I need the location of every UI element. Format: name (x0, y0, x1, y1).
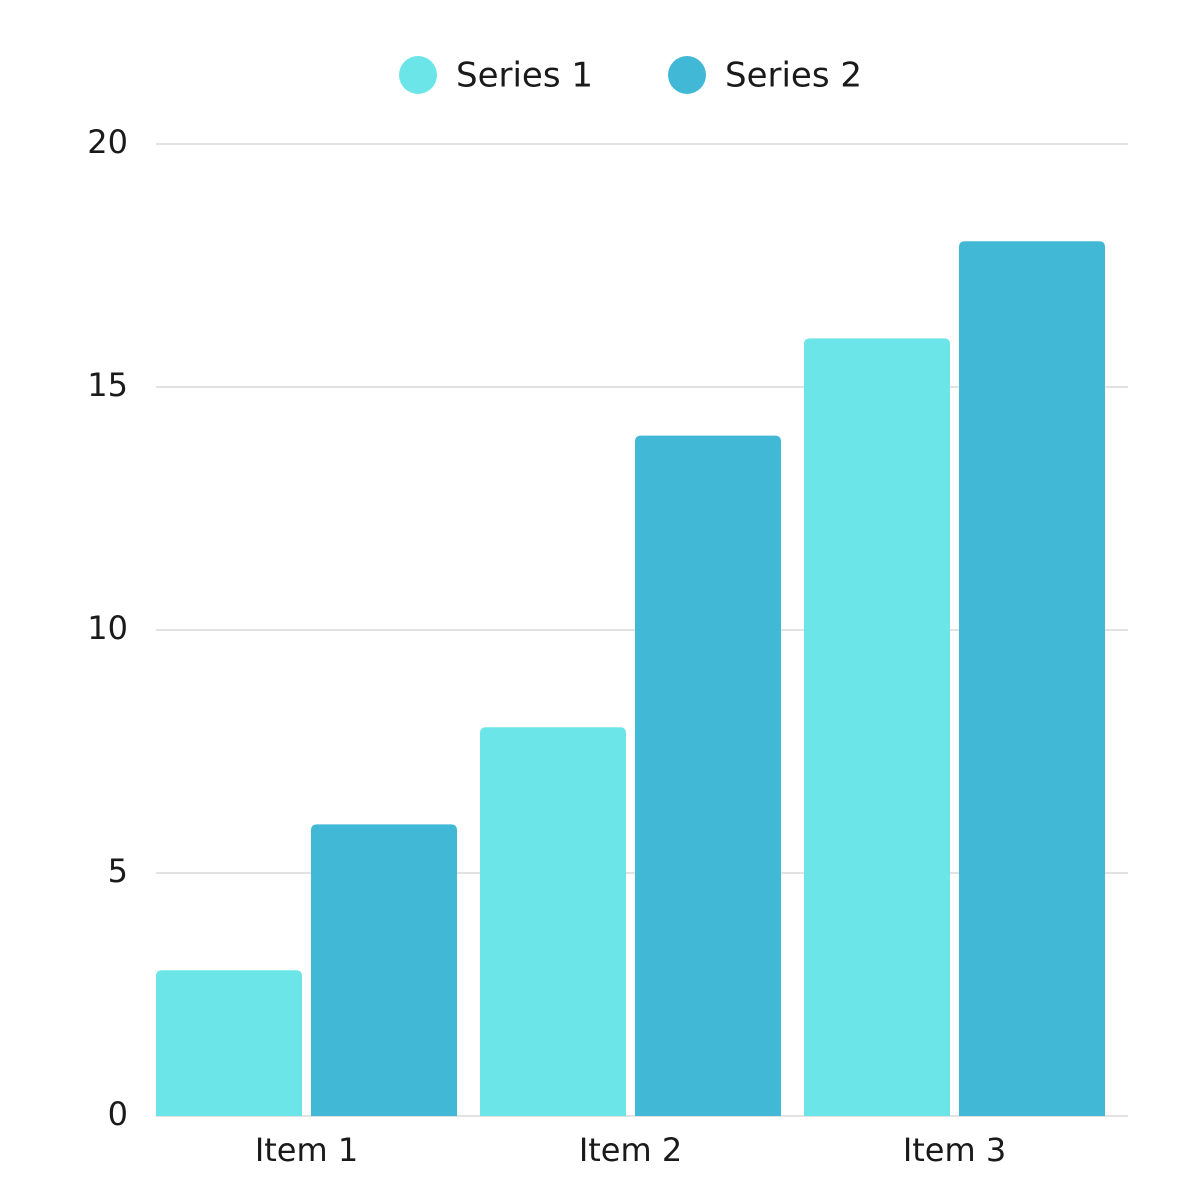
bar (959, 241, 1105, 1116)
y-tick-label: 10 (87, 609, 128, 647)
bar (311, 824, 457, 1116)
legend-swatch (668, 56, 706, 94)
y-tick-label: 15 (87, 366, 128, 404)
x-tick-label: Item 3 (903, 1131, 1006, 1169)
bar (635, 435, 781, 1117)
legend-swatch (399, 56, 437, 94)
y-tick-label: 5 (108, 852, 128, 890)
legend-label: Series 2 (725, 56, 862, 96)
y-tick-label: 0 (108, 1095, 128, 1133)
bar (156, 970, 302, 1116)
bar (804, 338, 950, 1116)
x-tick-label: Item 1 (255, 1131, 358, 1169)
bar (480, 727, 626, 1116)
y-tick-label: 20 (87, 123, 128, 161)
x-tick-label: Item 2 (579, 1131, 682, 1169)
legend-label: Series 1 (456, 56, 593, 96)
